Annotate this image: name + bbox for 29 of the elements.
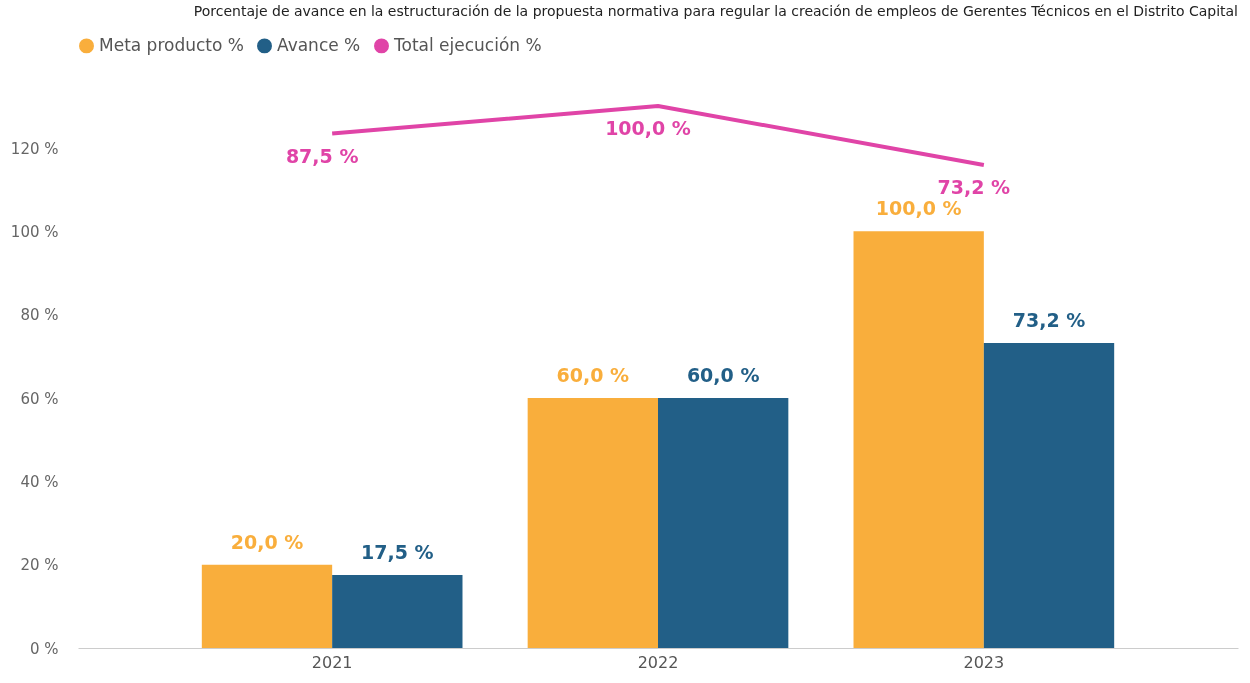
- y-tick-label: 20 %: [20, 556, 59, 575]
- x-tick-label: 2022: [637, 652, 679, 672]
- y-tick-label: 60 %: [20, 389, 59, 408]
- data-label: 73,2 %: [937, 176, 1011, 198]
- data-label: 100,0 %: [605, 117, 691, 139]
- legend-label: Total ejecución %: [393, 34, 542, 55]
- data-label: 87,5 %: [285, 144, 359, 167]
- legend-label: Meta producto %: [99, 34, 244, 55]
- data-label: 73,2 %: [1012, 309, 1086, 331]
- bar: [332, 575, 463, 648]
- legend-label: Avance %: [277, 34, 361, 55]
- y-tick-label: 0 %: [29, 639, 59, 658]
- data-label: 100,0 %: [875, 197, 962, 220]
- data-label: 60,0 %: [556, 364, 630, 386]
- data-label: 60,0 %: [686, 364, 760, 386]
- bar: [853, 231, 984, 648]
- x-tick-label: 2023: [963, 652, 1005, 672]
- data-label: 17,5 %: [361, 541, 434, 564]
- bar: [983, 343, 1115, 648]
- data-label: 20,0 %: [230, 530, 304, 553]
- bar: [527, 398, 658, 648]
- x-tick-label: 2021: [311, 652, 353, 672]
- bar: [658, 398, 789, 648]
- y-tick-label: 120 %: [10, 139, 59, 158]
- y-tick-label: 40 %: [20, 472, 59, 491]
- y-tick-label: 100 %: [10, 222, 59, 241]
- chart-title: Porcentaje de avance en la estructuración de la propuesta normativa para regular la creación de empleos de Gerentes Técnicos en el Distrito Capital: [193, 3, 1238, 19]
- bar: [201, 564, 333, 648]
- y-tick-label: 80 %: [20, 306, 59, 325]
